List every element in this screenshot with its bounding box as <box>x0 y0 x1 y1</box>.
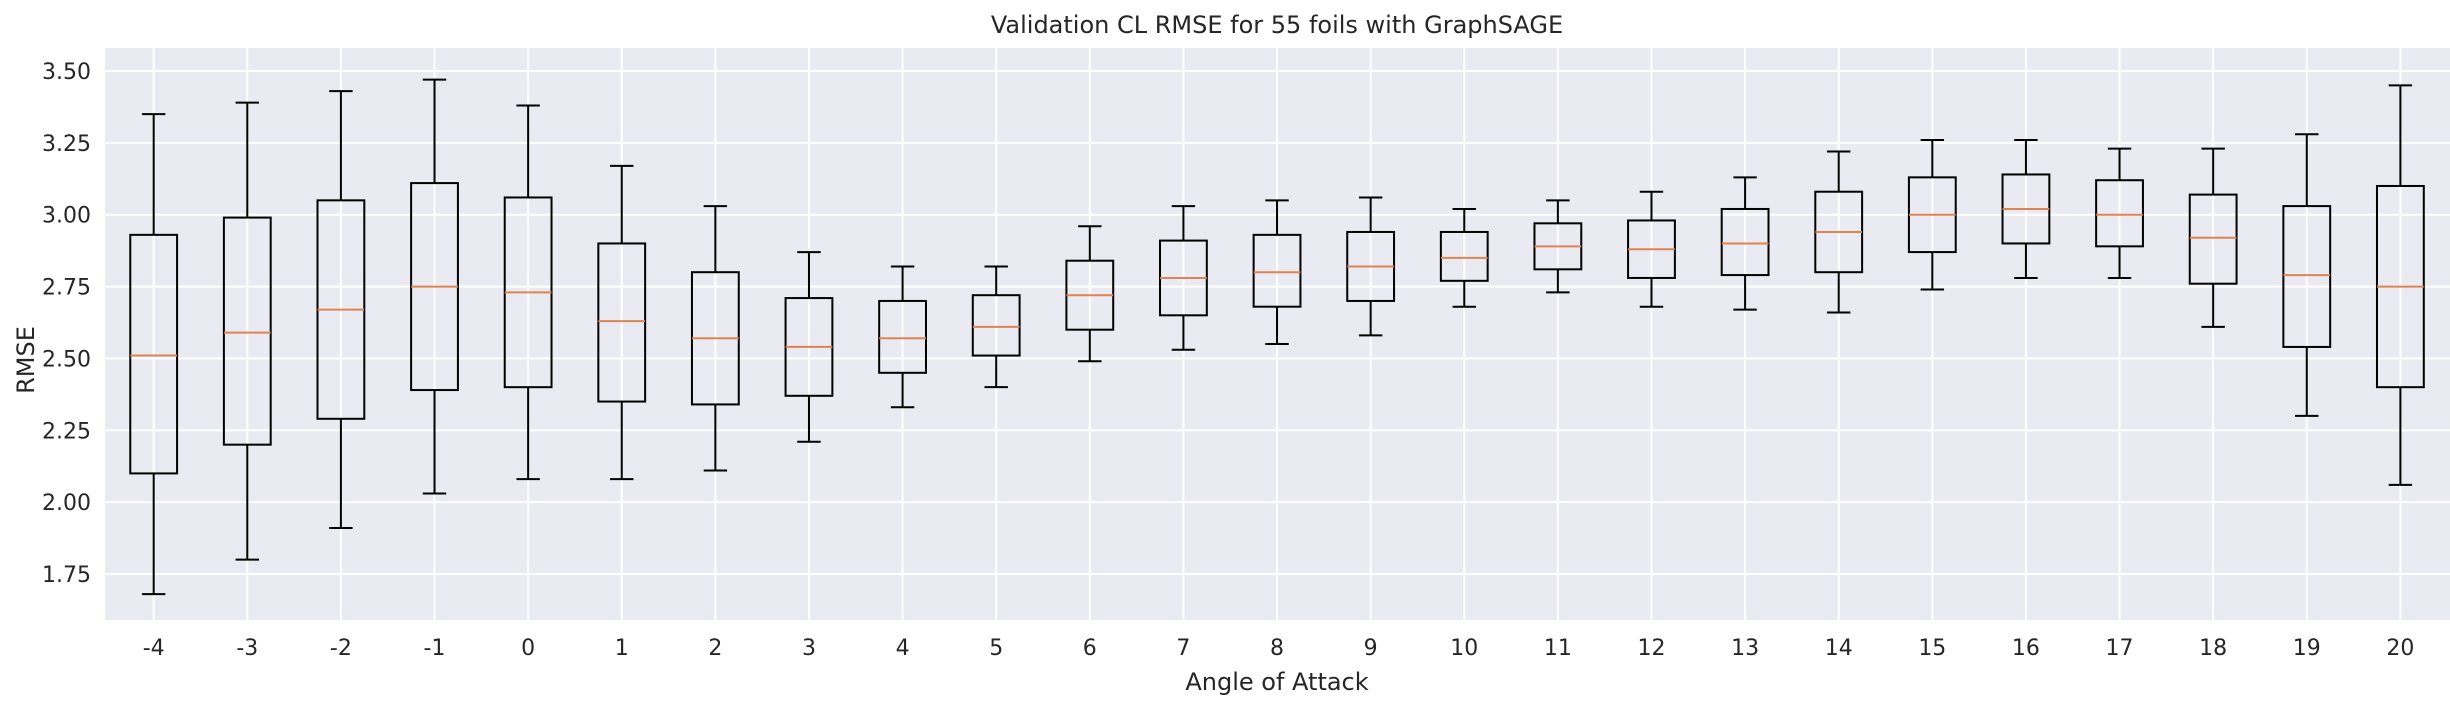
box-series <box>129 78 2425 596</box>
box-iqr <box>878 299 927 374</box>
y-tick-label: 3.00 <box>42 204 91 229</box>
box-2 <box>690 205 740 472</box>
x-tick-label: 16 <box>2012 636 2040 661</box>
box-16 <box>2001 138 2051 279</box>
x-tick-label: 1 <box>615 636 629 661</box>
box-iqr <box>2095 179 2144 248</box>
x-tick-label: 10 <box>1450 636 1478 661</box>
y-tick-label: 2.25 <box>42 419 91 444</box>
x-tick-label: 0 <box>521 636 535 661</box>
x-tick-label: 17 <box>2106 636 2134 661</box>
x-tick-label: 3 <box>802 636 816 661</box>
x-tick-label: 19 <box>2293 636 2321 661</box>
box-17 <box>2095 147 2144 279</box>
box-7 <box>1159 205 1208 351</box>
x-tick-label: 11 <box>1544 636 1572 661</box>
x-tick-label: 18 <box>2199 636 2227 661</box>
box--3 <box>222 101 272 561</box>
box-12 <box>1627 190 1676 308</box>
box-iqr <box>1252 233 1302 308</box>
box-iqr <box>2282 205 2332 348</box>
x-tick-label: 9 <box>1364 636 1378 661</box>
x-axis-ticks: -4 -3 -2 -1 0 1 2 3 4 5 6 7 8 9 10 11 12 13 14 15 16 17 18 19 20 <box>143 636 2415 661</box>
box-5 <box>971 265 1021 389</box>
x-tick-label: 12 <box>1637 636 1665 661</box>
box-19 <box>2282 133 2332 417</box>
box--1 <box>410 78 459 495</box>
box-0 <box>503 104 553 481</box>
box-3 <box>784 251 834 443</box>
box-20 <box>2375 84 2425 486</box>
y-axis-label: RMSE <box>12 326 40 394</box>
box-iqr <box>971 294 1021 357</box>
y-tick-label: 3.50 <box>42 60 91 85</box>
box-iqr <box>222 216 272 446</box>
x-tick-label: 4 <box>896 636 910 661</box>
box-iqr <box>129 233 179 475</box>
x-tick-label: 6 <box>1083 636 1097 661</box>
box-8 <box>1252 199 1302 346</box>
y-tick-label: 2.75 <box>42 276 91 301</box>
box-10 <box>1439 207 1489 308</box>
box-iqr <box>2188 193 2238 285</box>
x-tick-label: 5 <box>989 636 1003 661</box>
x-tick-label: -3 <box>236 636 258 661</box>
box-13 <box>1720 176 1770 311</box>
y-tick-label: 2.00 <box>42 491 91 516</box>
box-18 <box>2188 147 2238 328</box>
box-iqr <box>597 242 647 403</box>
y-tick-label: 1.75 <box>42 563 91 588</box>
y-tick-label: 2.50 <box>42 347 91 372</box>
x-tick-label: 7 <box>1176 636 1190 661</box>
y-tick-label: 3.25 <box>42 132 91 157</box>
y-axis-ticks: 1.75 2.00 2.25 2.50 2.75 3.00 3.25 3.50 <box>42 60 91 588</box>
x-tick-label: 14 <box>1825 636 1853 661</box>
box--2 <box>316 90 366 530</box>
box-14 <box>1814 150 1864 314</box>
box-9 <box>1346 196 1396 337</box>
x-tick-label: -1 <box>424 636 446 661</box>
x-tick-label: 2 <box>708 636 722 661</box>
box-6 <box>1065 225 1115 363</box>
box-15 <box>1907 138 1957 291</box>
box-iqr <box>1439 230 1489 282</box>
x-tick-label: 20 <box>2386 636 2414 661</box>
x-axis-label: Angle of Attack <box>1185 668 1368 696</box>
box-iqr <box>1720 207 1770 277</box>
box--4 <box>129 113 179 596</box>
chart-title: Validation CL RMSE for 55 foils with Gra… <box>991 11 1563 39</box>
x-tick-label: 8 <box>1270 636 1284 661</box>
box-1 <box>597 164 647 481</box>
x-tick-label: -4 <box>143 636 165 661</box>
x-tick-label: 13 <box>1731 636 1759 661</box>
box-4 <box>878 265 927 409</box>
x-tick-label: 15 <box>1918 636 1946 661</box>
x-tick-label: -2 <box>330 636 352 661</box>
box-11 <box>1533 199 1583 294</box>
